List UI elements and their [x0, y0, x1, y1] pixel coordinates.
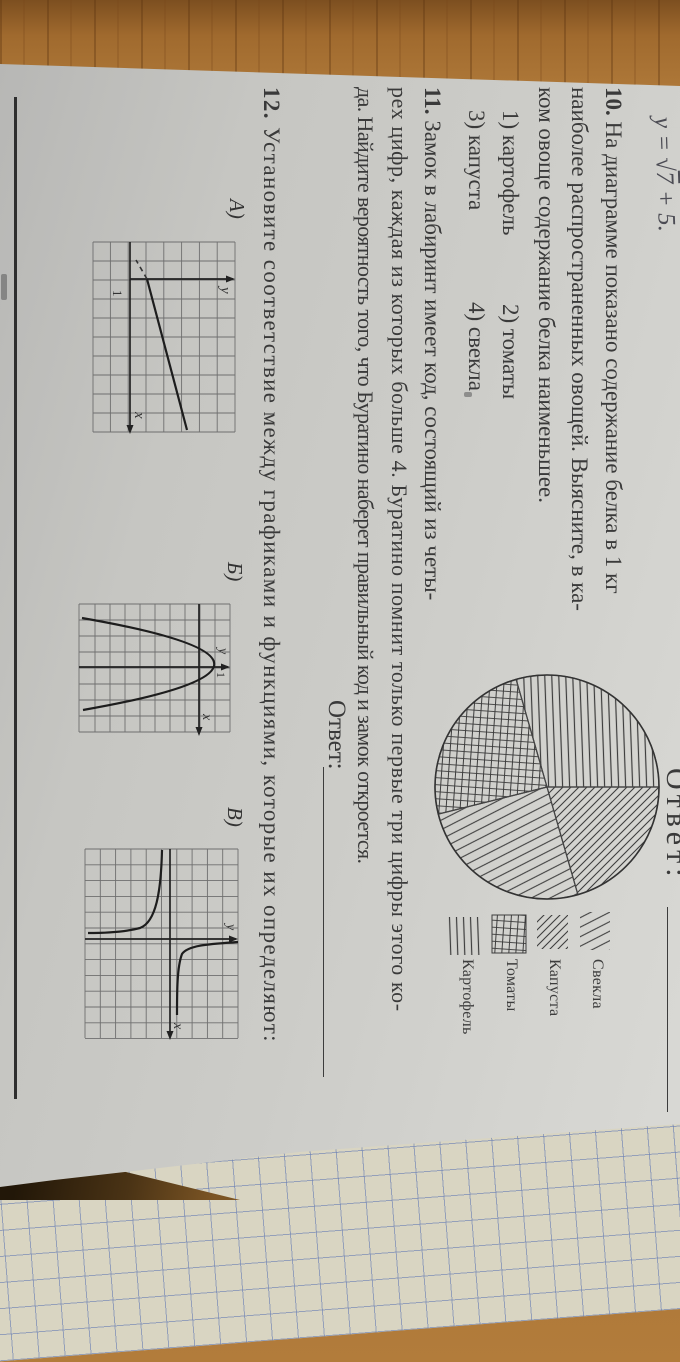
- legend-label-kartofel: Картофель: [459, 959, 476, 1035]
- stray-comma-mark: [464, 392, 472, 397]
- formula-suffix: + 5.: [651, 183, 680, 233]
- problem11-line1: 11. Замок в лабиринт имеет код, состоящи…: [420, 87, 445, 600]
- graph-a: у х 1: [92, 241, 236, 434]
- answer9-underline: [667, 907, 668, 1112]
- pie-outline: [434, 674, 660, 900]
- problem10-line1-text: На диаграмме показано содержание белка в…: [601, 115, 626, 594]
- problem12-number: 12.: [259, 87, 284, 120]
- graph-b-axes: [79, 604, 228, 733]
- graph-b-parabola: [81, 616, 216, 712]
- graph-v-label: В): [223, 807, 247, 827]
- graph-v-branch-q1: [175, 940, 239, 1016]
- formula-prefix: у = √: [649, 116, 678, 172]
- graph-a-ylabel: у: [217, 285, 233, 294]
- graph-b-tick1: 1: [214, 672, 228, 678]
- graph-b-x-arrow: [195, 727, 203, 736]
- problem10-option3: 3) капуста: [464, 110, 489, 211]
- legend-swatch-tomaty: [491, 914, 527, 954]
- graph-v-ylabel: у: [223, 922, 238, 931]
- problem10-number: 10.: [601, 87, 626, 116]
- graph-b: 1 у х: [78, 603, 231, 736]
- legend-label-svekla: Свекла: [589, 959, 606, 1009]
- problem11-number: 11.: [420, 87, 445, 115]
- cut-off-text-remnant: [1, 274, 7, 300]
- graph-b-ylabel: у: [215, 646, 230, 655]
- problem10-option2: 2) томаты: [498, 304, 523, 400]
- legend-swatch-kartofel: [448, 917, 481, 955]
- formula-radicand: 7: [650, 170, 679, 185]
- graph-b-label: Б): [223, 562, 247, 582]
- graph-a-y-arrow: [226, 275, 235, 283]
- legend-label-tomaty: Томаты: [503, 959, 520, 1012]
- graph-a-tick1: 1: [110, 290, 125, 297]
- graph-a-line: [145, 278, 189, 431]
- graph-v-grid: [84, 848, 239, 1040]
- problem10-option4: 4) свекла: [464, 302, 489, 391]
- graph-a-x-arrow: [126, 425, 134, 434]
- graph-v-branch-q3: [87, 849, 164, 935]
- problem12-line1: 12. Установите соответствие между график…: [259, 87, 284, 1043]
- legend-swatch-kapusta: [537, 915, 568, 949]
- graph-v-xlabel: х: [170, 1022, 185, 1030]
- graph-b-xlabel: х: [199, 713, 214, 721]
- answer11-underline: [323, 767, 324, 1077]
- graph-b-y-arrow: [221, 663, 230, 671]
- problem11-line1-text: Замок в лабиринт имеет код, состоящий из…: [420, 114, 445, 601]
- problem11-line2: рех цифр, каждая из которых больше 4. Бу…: [387, 87, 412, 1012]
- graph-a-line-dashed: [135, 259, 148, 280]
- legend-swatch-svekla: [580, 912, 610, 950]
- answer11-label: Ответ:: [323, 700, 350, 770]
- problem11-line3: да. Найдите вероятность того, что Бурати…: [353, 87, 378, 864]
- graph-v: у х: [84, 848, 239, 1040]
- problem10-option1: 1) картофель: [498, 110, 523, 236]
- problem10-line3: ком овоще содержание белка наименьшее.: [534, 87, 559, 504]
- bottom-rule: [14, 97, 17, 1099]
- problem10-line2: наиболее распространенных овощей. Выясни…: [567, 87, 592, 611]
- pie-chart: [434, 674, 660, 900]
- worksheet-page: [0, 64, 680, 1187]
- graph-v-x-arrow: [166, 1031, 174, 1040]
- graph-a-grid: [92, 241, 236, 433]
- graph-v-axes: [85, 849, 236, 1037]
- handwritten-formula: у = √7 + 5.: [649, 117, 680, 233]
- graph-b-grid: [78, 603, 231, 733]
- graph-a-xlabel: х: [131, 411, 147, 419]
- worksheet-content: у = √7 + 5. Ответ: 10. На диаграмме пока…: [0, 62, 680, 1132]
- graph-v-y-arrow: [229, 935, 238, 943]
- problem10-line1: 10. На диаграмме показано содержание бел…: [601, 87, 626, 594]
- graph-a-label: А): [225, 199, 249, 219]
- problem12-line1-text: Установите соответствие между графиками …: [259, 119, 284, 1043]
- legend-label-kapusta: Капуста: [546, 959, 563, 1017]
